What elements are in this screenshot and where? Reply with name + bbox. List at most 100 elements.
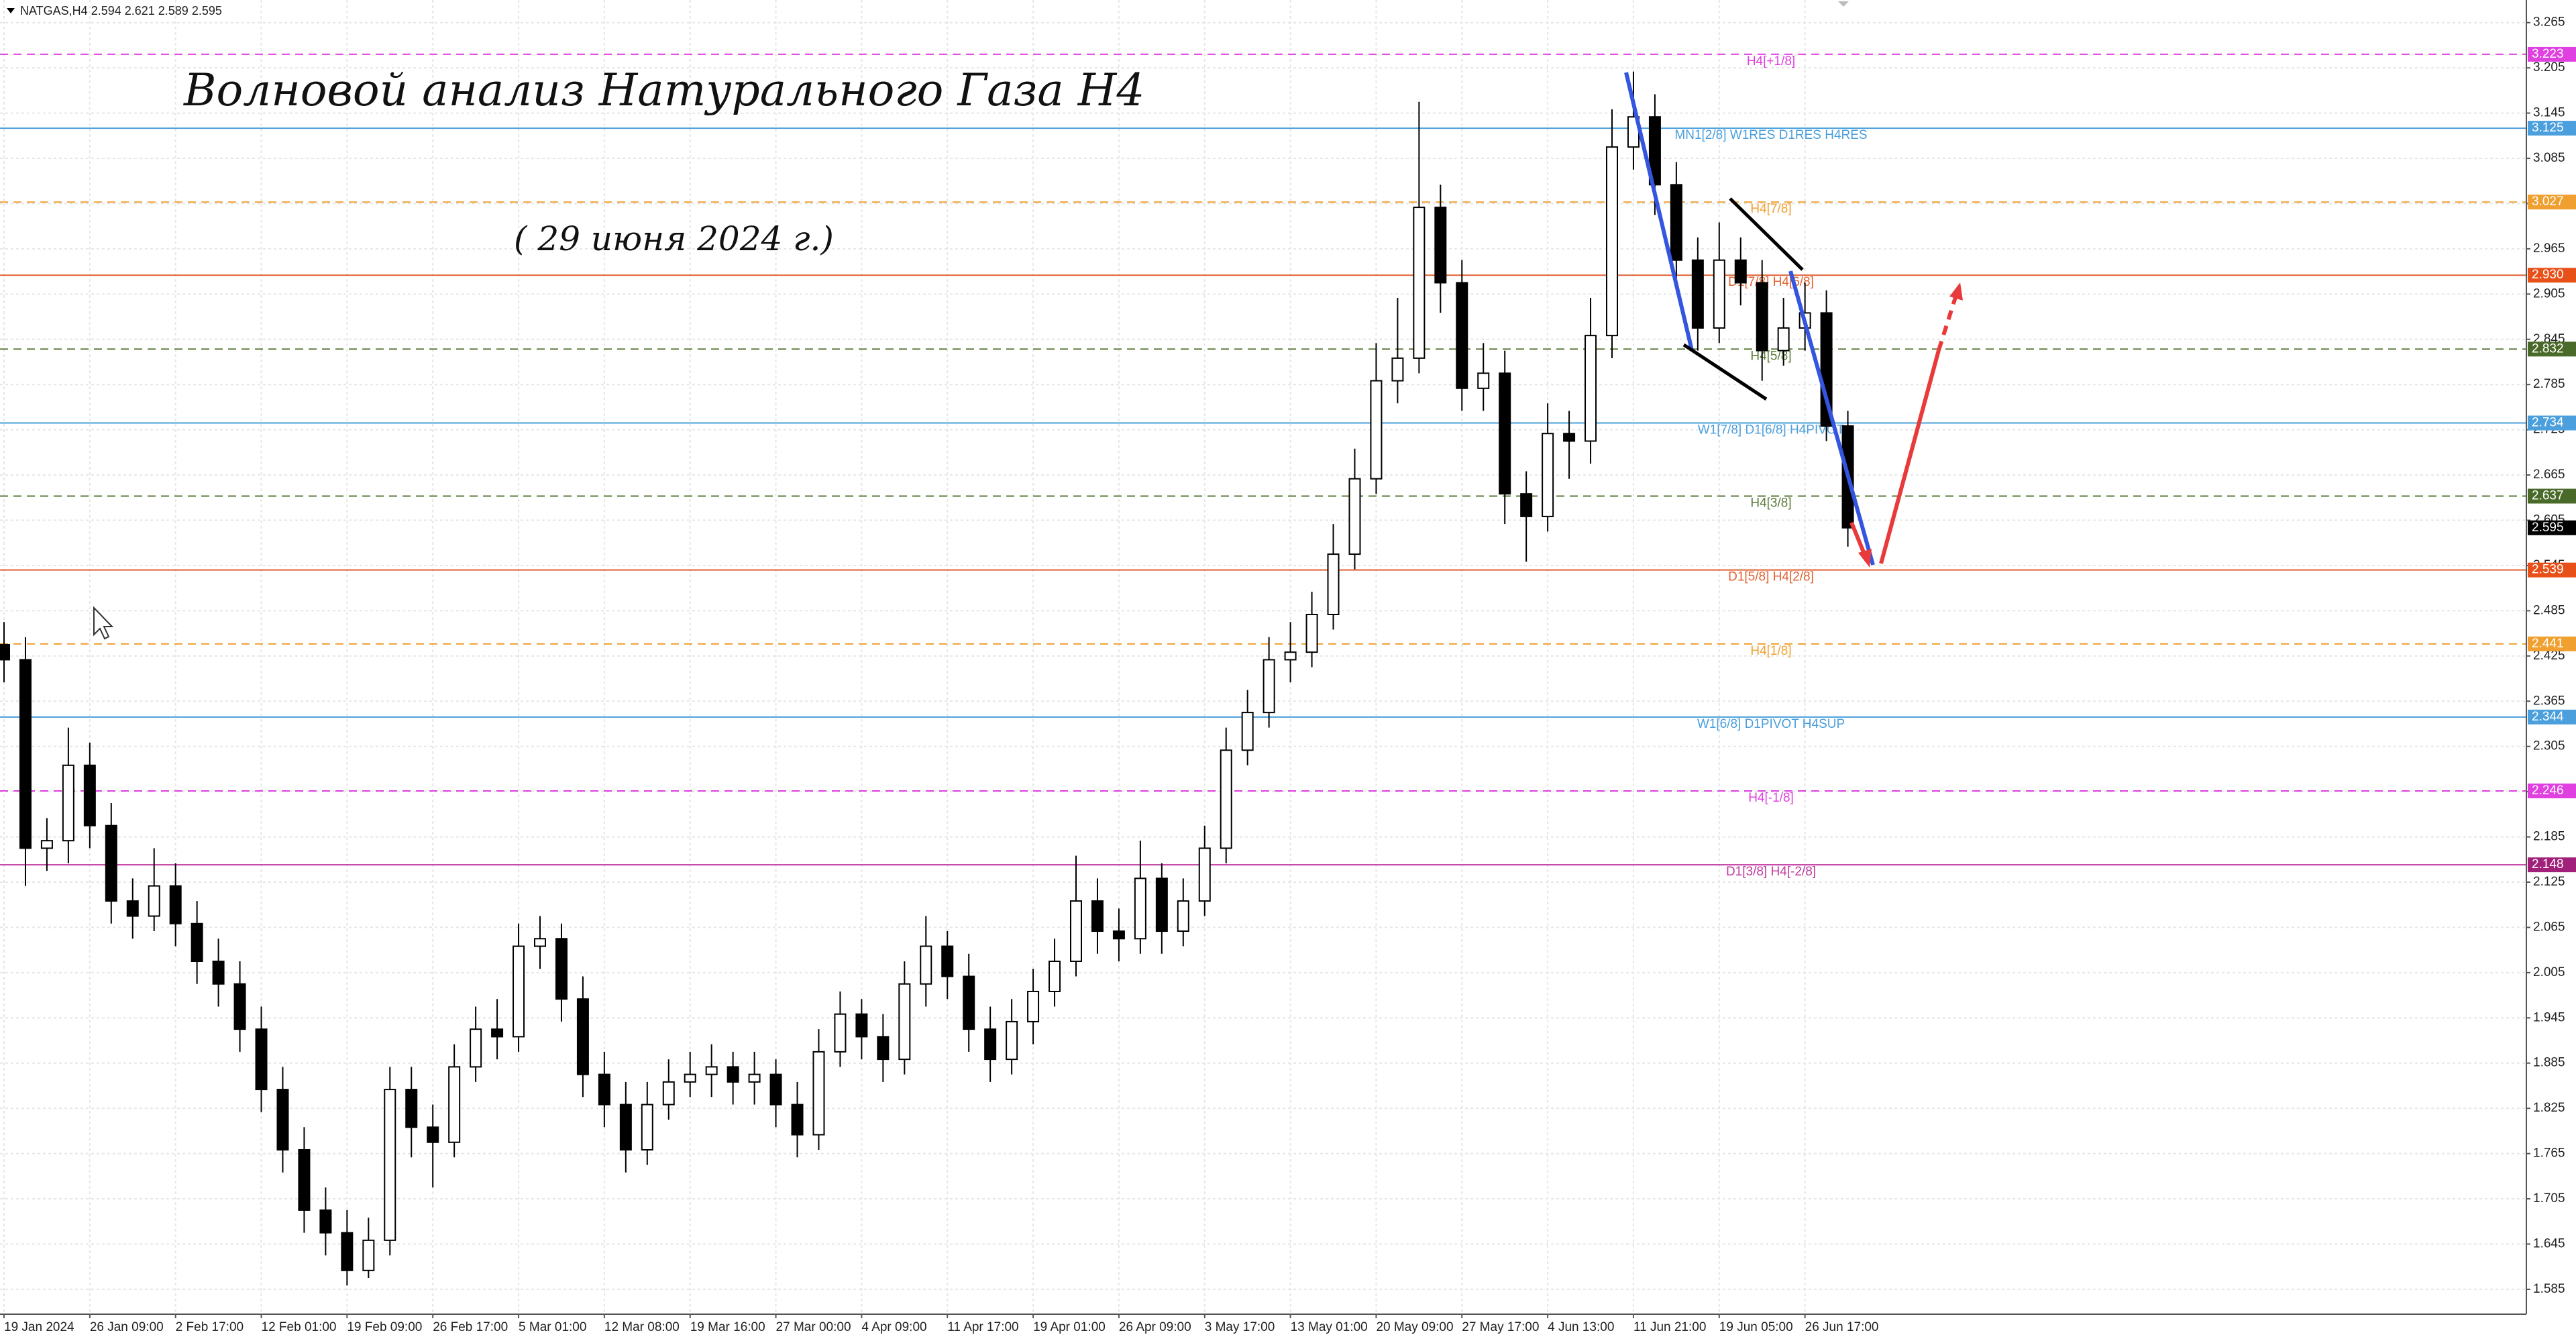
price-box <box>2528 46 2576 62</box>
candle-body <box>1434 207 1447 284</box>
candle-body <box>1713 259 1725 329</box>
last-price-label: 2.595 <box>2532 521 2564 535</box>
candle-body <box>1027 990 1040 1022</box>
price-box <box>2528 488 2576 504</box>
x-tick-label: 19 Mar 16:00 <box>690 1320 765 1334</box>
x-tick-label: 11 Apr 17:00 <box>947 1320 1018 1334</box>
candle-body <box>1348 478 1361 555</box>
level-label: H4[7/8] <box>1750 202 1791 216</box>
price-box-label: 2.539 <box>2532 563 2564 577</box>
x-tick-label: 2 Feb 17:00 <box>176 1320 244 1334</box>
x-tick-label: 12 Feb 01:00 <box>262 1320 337 1334</box>
y-tick-label: 1.585 <box>2533 1282 2565 1296</box>
level-label: D1[5/8] H4[2/8] <box>1728 570 1814 584</box>
x-tick-label: 4 Apr 09:00 <box>861 1320 926 1334</box>
y-tick-label: 3.145 <box>2533 106 2565 120</box>
candle-body <box>1091 900 1104 932</box>
candle-body <box>1370 380 1383 480</box>
level-label: MN1[2/8] W1RES D1RES H4RES <box>1674 128 1867 142</box>
candle-body <box>1563 433 1576 442</box>
candle-body <box>834 1013 847 1053</box>
candle-body <box>684 1073 696 1083</box>
candle-body <box>748 1073 761 1083</box>
candle-body <box>662 1081 675 1106</box>
x-tick-label: 26 Feb 17:00 <box>433 1320 508 1334</box>
price-box <box>2528 562 2576 578</box>
candle-body <box>276 1089 289 1150</box>
y-tick-label: 1.765 <box>2533 1146 2565 1161</box>
y-tick-label: 2.185 <box>2533 830 2565 844</box>
x-tick-label: 27 Mar 00:00 <box>776 1320 851 1334</box>
y-tick-label: 2.905 <box>2533 286 2565 301</box>
x-tick-label: 4 Jun 13:00 <box>1548 1320 1614 1334</box>
price-box-label: 2.148 <box>2532 857 2564 871</box>
candle-body <box>1756 282 1768 352</box>
price-box <box>2528 636 2576 651</box>
level-label: H4[-1/8] <box>1748 791 1794 805</box>
candle-body <box>126 900 139 917</box>
last-price-box <box>2528 520 2576 535</box>
candle-body <box>555 938 568 1000</box>
candle-body <box>1413 207 1426 359</box>
candle-body <box>169 885 182 924</box>
forecast-arrow <box>1849 521 1867 557</box>
candle-body <box>427 1126 439 1143</box>
price-box-label: 3.125 <box>2532 121 2564 135</box>
candle-body <box>576 998 589 1075</box>
arrow-head <box>1858 549 1872 568</box>
candle-body <box>1327 553 1340 615</box>
wave-line <box>1788 270 1875 566</box>
header-icon <box>7 8 15 13</box>
candle-body <box>1585 335 1597 442</box>
y-tick-label: 2.305 <box>2533 739 2565 753</box>
candle-body <box>941 945 954 977</box>
candle-body <box>1220 749 1232 849</box>
x-tick-label: 19 Feb 09:00 <box>347 1320 422 1334</box>
x-tick-label: 19 Apr 01:00 <box>1033 1320 1106 1334</box>
candle-body <box>1520 493 1533 517</box>
y-tick-label: 1.825 <box>2533 1101 2565 1115</box>
candle-body <box>1241 712 1254 751</box>
price-box-label: 2.246 <box>2532 784 2564 798</box>
y-tick-label: 2.365 <box>2533 694 2565 708</box>
candle-body <box>362 1239 375 1271</box>
candle-body <box>1006 1020 1018 1061</box>
candle-body <box>598 1073 610 1106</box>
level-label: W1[7/8] D1[6/8] H4PIVOT <box>1698 423 1845 437</box>
price-box-label: 3.027 <box>2532 195 2564 209</box>
y-tick-label: 2.665 <box>2533 468 2565 482</box>
mouse-cursor <box>93 606 114 640</box>
level-label: W1[6/8] D1PIVOT H4SUP <box>1697 717 1845 731</box>
y-tick-label: 2.005 <box>2533 965 2565 979</box>
price-box-label: 2.734 <box>2532 416 2564 430</box>
candle-body <box>1049 961 1061 992</box>
candle-body <box>319 1209 332 1234</box>
price-box-label: 2.832 <box>2532 341 2564 356</box>
candle-body <box>1456 282 1468 389</box>
price-box <box>2528 121 2576 136</box>
candle-body <box>83 764 96 826</box>
chart-title: Волновой анализ Натурального Газа H4 <box>183 64 1144 116</box>
candle-body <box>1177 900 1189 932</box>
y-tick-label: 2.425 <box>2533 649 2565 663</box>
candle-body <box>513 945 525 1038</box>
price-box <box>2528 195 2576 210</box>
scroll-marker <box>1838 1 1849 7</box>
candle-body <box>470 1028 482 1068</box>
price-box-label: 2.441 <box>2532 637 2564 651</box>
x-tick-label: 13 May 01:00 <box>1291 1320 1368 1334</box>
price-box <box>2528 268 2576 283</box>
candle-body <box>791 1104 804 1136</box>
candle-body <box>405 1089 418 1128</box>
candle-body <box>1820 312 1833 427</box>
candle-body <box>855 1013 868 1038</box>
level-label: D1[3/8] H4[-2/8] <box>1726 865 1816 879</box>
candle-body <box>984 1028 997 1061</box>
x-tick-label: 26 Jun 17:00 <box>1805 1320 1879 1334</box>
candle-body <box>1284 651 1297 661</box>
y-tick-label: 3.205 <box>2533 60 2565 74</box>
candle-body <box>341 1232 354 1271</box>
y-tick-label: 1.885 <box>2533 1056 2565 1070</box>
candle-body <box>534 938 546 947</box>
